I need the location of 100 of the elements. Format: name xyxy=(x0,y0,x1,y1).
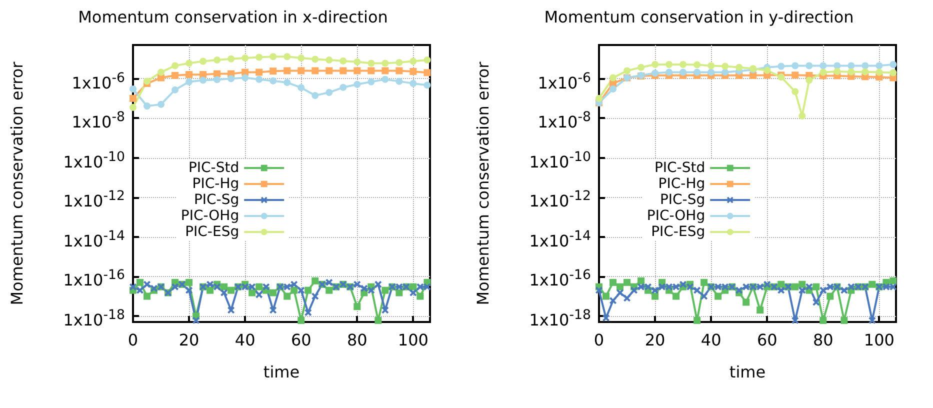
point xyxy=(256,54,263,61)
point xyxy=(410,80,417,87)
point xyxy=(284,283,291,290)
point xyxy=(410,58,417,65)
point xyxy=(694,286,701,294)
point xyxy=(354,58,361,66)
point xyxy=(158,68,165,76)
y-tick-label: 1x10$^{-18}$ xyxy=(63,307,125,330)
point xyxy=(340,67,347,74)
point xyxy=(186,286,193,294)
y-tick-label: 1x10$^{-14}$ xyxy=(63,228,125,250)
point xyxy=(820,62,827,70)
x-tick-label: 40 xyxy=(234,330,256,350)
point xyxy=(256,76,263,83)
x-tick-label: 60 xyxy=(290,330,312,350)
point xyxy=(630,286,638,294)
point xyxy=(206,286,214,294)
point xyxy=(200,58,207,65)
point xyxy=(862,62,869,70)
point xyxy=(644,283,652,290)
point xyxy=(666,283,673,290)
point xyxy=(354,80,361,88)
point xyxy=(602,314,610,322)
legend-label: PIC-ESg xyxy=(651,224,706,240)
y-tick-label: 1x10$^{-12}$ xyxy=(529,188,591,211)
point xyxy=(158,74,165,82)
point xyxy=(214,76,221,84)
point xyxy=(806,283,813,290)
point xyxy=(382,286,389,294)
point xyxy=(792,62,799,70)
y-tick-label: 1x10$^{-8}$ xyxy=(72,109,125,132)
point xyxy=(158,100,165,108)
point xyxy=(848,283,855,290)
legend-label: PIC-Hg xyxy=(658,176,706,192)
point xyxy=(806,76,813,84)
point xyxy=(360,284,368,292)
point xyxy=(602,292,610,300)
point xyxy=(596,286,602,294)
point xyxy=(722,68,729,76)
point xyxy=(778,62,785,70)
point xyxy=(410,68,417,75)
point xyxy=(890,277,897,284)
point xyxy=(312,92,319,100)
point xyxy=(248,289,256,296)
point xyxy=(172,72,179,79)
point xyxy=(290,286,298,294)
point xyxy=(130,85,136,92)
point xyxy=(820,316,827,324)
point xyxy=(616,289,624,296)
point xyxy=(242,54,249,62)
point xyxy=(778,280,785,288)
point xyxy=(792,316,799,324)
point xyxy=(778,286,785,294)
legend-label: PIC-Hg xyxy=(192,176,240,192)
point xyxy=(144,280,151,288)
point xyxy=(304,309,312,316)
point xyxy=(290,280,298,288)
point xyxy=(354,67,361,74)
x-tick-label: 80 xyxy=(346,330,368,350)
y-tick-label: 1x10$^{-14}$ xyxy=(529,228,591,250)
point xyxy=(270,289,277,296)
x-axis-title: time xyxy=(729,362,766,382)
point xyxy=(638,283,645,290)
y-tick-label: 1x10$^{-10}$ xyxy=(63,148,125,172)
point xyxy=(792,88,799,96)
point xyxy=(680,68,687,76)
x-tick-label: 40 xyxy=(700,330,722,350)
point xyxy=(610,297,617,304)
point xyxy=(736,64,743,71)
point xyxy=(624,67,631,74)
point xyxy=(242,74,249,82)
point xyxy=(200,76,207,84)
point xyxy=(686,283,694,290)
point xyxy=(672,292,680,300)
point xyxy=(610,278,617,286)
point xyxy=(144,292,151,300)
point xyxy=(326,56,333,64)
legend-label: PIC-OHg xyxy=(646,208,706,224)
point xyxy=(326,278,333,286)
point xyxy=(868,316,876,324)
point xyxy=(764,66,771,74)
point xyxy=(840,286,848,294)
x-tick-label: 100 xyxy=(398,330,428,350)
point xyxy=(374,316,382,324)
x-axis-title: time xyxy=(263,362,300,382)
point xyxy=(890,60,897,68)
point xyxy=(694,68,701,76)
point xyxy=(312,56,319,63)
point xyxy=(144,102,151,110)
point xyxy=(284,67,291,74)
point xyxy=(186,60,193,67)
y-axis-title: Momentum conservation error xyxy=(8,61,26,306)
point xyxy=(298,67,305,74)
point xyxy=(666,68,673,76)
x-tick-label: 0 xyxy=(128,330,138,350)
point xyxy=(700,292,708,300)
point xyxy=(270,77,277,84)
point xyxy=(312,292,319,300)
point xyxy=(806,62,813,70)
point xyxy=(284,53,291,60)
